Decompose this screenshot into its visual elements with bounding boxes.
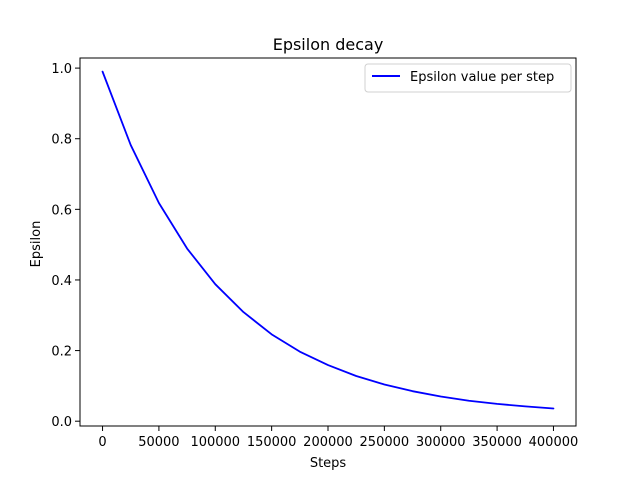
legend: Epsilon value per step	[364, 63, 572, 93]
x-tick-label: 0	[98, 435, 106, 450]
y-tick-label: 0.0	[51, 415, 72, 430]
y-tick-label: 0.2	[51, 345, 72, 360]
y-tick-label: 0.4	[51, 274, 72, 289]
x-axis-label: Steps	[310, 456, 347, 471]
x-tick-label: 400000	[529, 435, 579, 450]
x-tick-label: 50000	[138, 435, 179, 450]
y-tick-label: 0.8	[51, 133, 72, 148]
y-tick-label: 1.0	[51, 62, 72, 77]
series-line-epsilon	[101, 70, 555, 410]
x-tick-label: 150000	[247, 435, 297, 450]
y-axis-label: Epsilon	[29, 221, 44, 268]
x-tick-label: 100000	[190, 435, 240, 450]
x-axis-ticks: 0 50000 100000 150000 200000 250000 300000 3500…	[98, 426, 578, 450]
x-tick-label: 300000	[416, 435, 466, 450]
series-layer	[101, 70, 555, 410]
chart-title: Epsilon decay	[273, 35, 384, 54]
x-tick-label: 200000	[303, 435, 353, 450]
legend-box	[364, 63, 572, 93]
plot-frame	[79, 57, 577, 427]
x-tick-label: 250000	[360, 435, 410, 450]
legend-label: Epsilon value per step	[410, 70, 554, 85]
x-tick-label: 350000	[472, 435, 522, 450]
y-axis-ticks: 0.0 0.2 0.4 0.6 0.8 1.0	[51, 62, 80, 430]
y-tick-label: 0.6	[51, 203, 72, 218]
